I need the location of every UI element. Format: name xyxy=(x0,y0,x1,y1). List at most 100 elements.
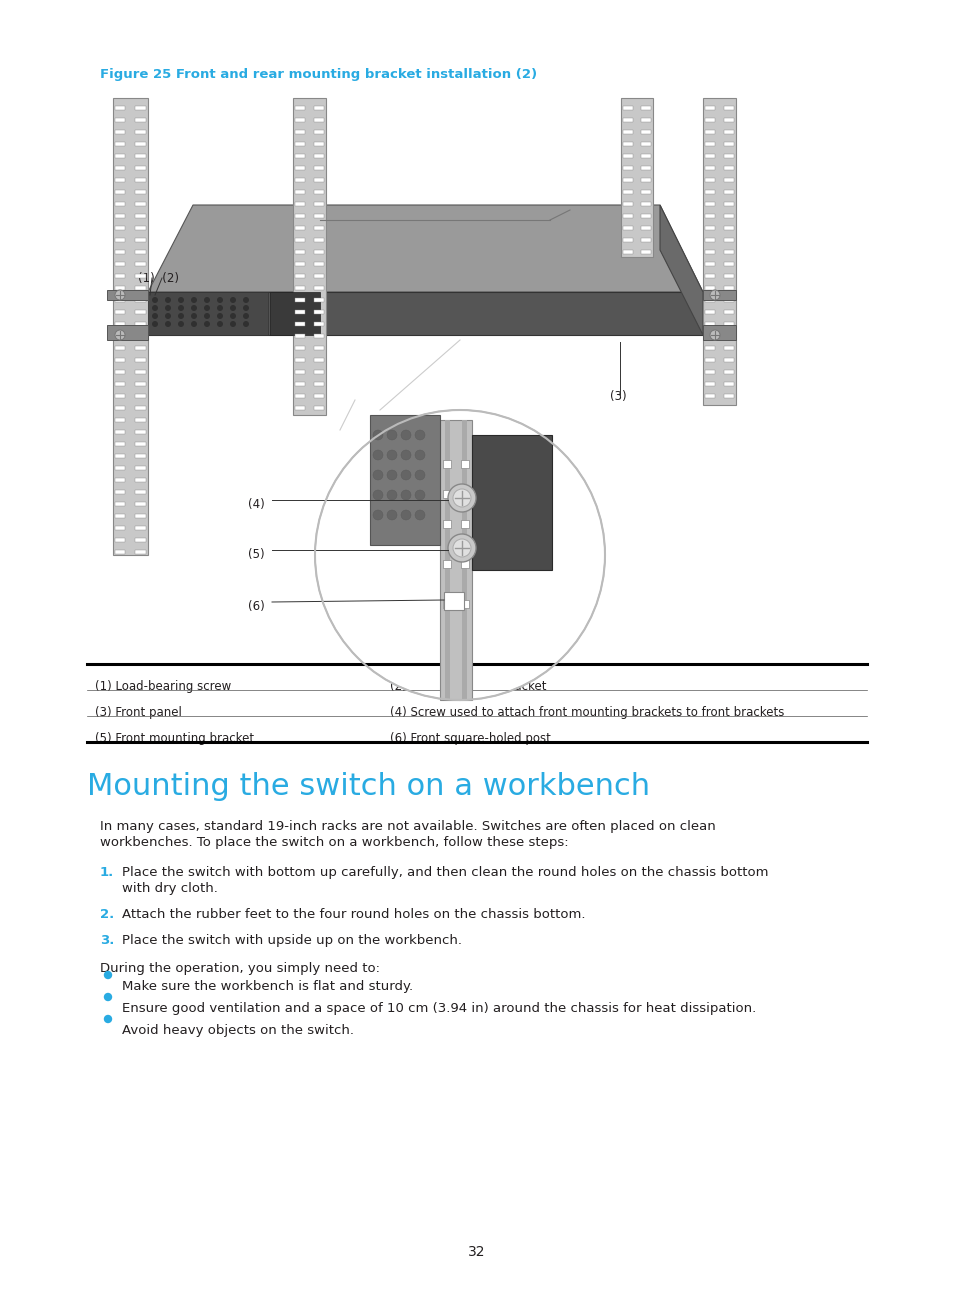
Bar xyxy=(704,118,714,122)
Bar xyxy=(115,178,126,181)
Bar xyxy=(622,214,632,218)
Text: Mounting the switch on a workbench: Mounting the switch on a workbench xyxy=(87,772,649,801)
Text: (6) Front square-holed post: (6) Front square-holed post xyxy=(390,732,550,745)
Bar xyxy=(314,286,324,290)
Bar xyxy=(135,250,146,254)
Circle shape xyxy=(191,321,196,327)
Bar xyxy=(115,250,126,254)
Circle shape xyxy=(448,534,476,562)
Bar xyxy=(622,154,632,158)
Bar xyxy=(294,130,305,133)
Text: During the operation, you simply need to:: During the operation, you simply need to… xyxy=(100,962,379,975)
Bar xyxy=(107,290,148,299)
Bar xyxy=(704,382,714,386)
Bar xyxy=(640,143,650,146)
Bar xyxy=(135,478,146,482)
Bar xyxy=(442,460,451,468)
Bar xyxy=(115,358,126,362)
Bar xyxy=(115,262,126,266)
Bar xyxy=(314,106,324,110)
Bar xyxy=(115,226,126,229)
Bar xyxy=(135,118,146,122)
Circle shape xyxy=(216,321,223,327)
Text: Place the switch with upside up on the workbench.: Place the switch with upside up on the w… xyxy=(122,934,461,947)
Bar xyxy=(135,454,146,457)
Text: (2) Rear mounting bracket: (2) Rear mounting bracket xyxy=(390,680,546,693)
Bar xyxy=(294,214,305,218)
Bar xyxy=(314,321,324,327)
Circle shape xyxy=(453,489,471,507)
Bar xyxy=(442,600,451,608)
Bar xyxy=(622,191,632,194)
Bar xyxy=(704,334,714,338)
Circle shape xyxy=(243,305,249,311)
Bar xyxy=(704,262,714,266)
Bar xyxy=(723,369,733,375)
Bar xyxy=(442,490,451,498)
Bar xyxy=(622,143,632,146)
Circle shape xyxy=(243,297,249,303)
Bar xyxy=(723,202,733,206)
Circle shape xyxy=(373,450,382,460)
Bar xyxy=(115,310,126,314)
Bar xyxy=(314,298,324,302)
Bar xyxy=(294,166,305,170)
Bar xyxy=(115,538,126,542)
Circle shape xyxy=(415,470,424,480)
Bar xyxy=(294,394,305,398)
Bar xyxy=(115,478,126,482)
Text: 1.: 1. xyxy=(100,866,114,879)
Circle shape xyxy=(400,430,411,441)
Bar xyxy=(723,310,733,314)
Bar xyxy=(115,118,126,122)
Bar xyxy=(622,202,632,206)
Bar xyxy=(115,273,126,279)
Bar xyxy=(460,460,469,468)
Bar xyxy=(294,226,305,229)
Bar xyxy=(723,273,733,279)
Bar xyxy=(723,298,733,302)
Bar xyxy=(135,467,146,470)
Text: Place the switch with bottom up carefully, and then clean the round holes on the: Place the switch with bottom up carefull… xyxy=(122,866,768,879)
Bar xyxy=(704,298,714,302)
Bar xyxy=(294,178,305,181)
Bar xyxy=(294,154,305,158)
Bar xyxy=(135,442,146,446)
Text: Avoid heavy objects on the switch.: Avoid heavy objects on the switch. xyxy=(122,1024,354,1037)
Bar xyxy=(704,286,714,290)
Text: (3) Front panel: (3) Front panel xyxy=(95,706,182,719)
Bar xyxy=(723,166,733,170)
Bar xyxy=(460,600,469,608)
Text: (6): (6) xyxy=(248,600,265,613)
Bar xyxy=(294,382,305,386)
Bar xyxy=(622,130,632,133)
Circle shape xyxy=(165,314,171,319)
Bar xyxy=(314,334,324,338)
Bar xyxy=(314,250,324,254)
Bar xyxy=(704,358,714,362)
Bar xyxy=(640,106,650,110)
Bar xyxy=(704,106,714,110)
Bar xyxy=(704,154,714,158)
Text: workbenches. To place the switch on a workbench, follow these steps:: workbenches. To place the switch on a wo… xyxy=(100,836,568,849)
Bar xyxy=(135,419,146,422)
Bar xyxy=(439,420,472,700)
Bar xyxy=(135,262,146,266)
Bar xyxy=(723,130,733,133)
Bar xyxy=(294,273,305,279)
Circle shape xyxy=(373,430,382,441)
Circle shape xyxy=(373,511,382,520)
Circle shape xyxy=(115,330,125,340)
Circle shape xyxy=(178,305,184,311)
Bar xyxy=(704,250,714,254)
Bar xyxy=(115,442,126,446)
Bar xyxy=(723,191,733,194)
Bar xyxy=(704,178,714,181)
Text: (5) Front mounting bracket: (5) Front mounting bracket xyxy=(95,732,253,745)
Bar xyxy=(314,406,324,410)
Bar xyxy=(115,406,126,410)
Bar xyxy=(135,346,146,350)
Bar xyxy=(115,130,126,133)
Bar xyxy=(135,191,146,194)
Text: (4) Screw used to attach front mounting brackets to front brackets: (4) Screw used to attach front mounting … xyxy=(390,706,783,719)
